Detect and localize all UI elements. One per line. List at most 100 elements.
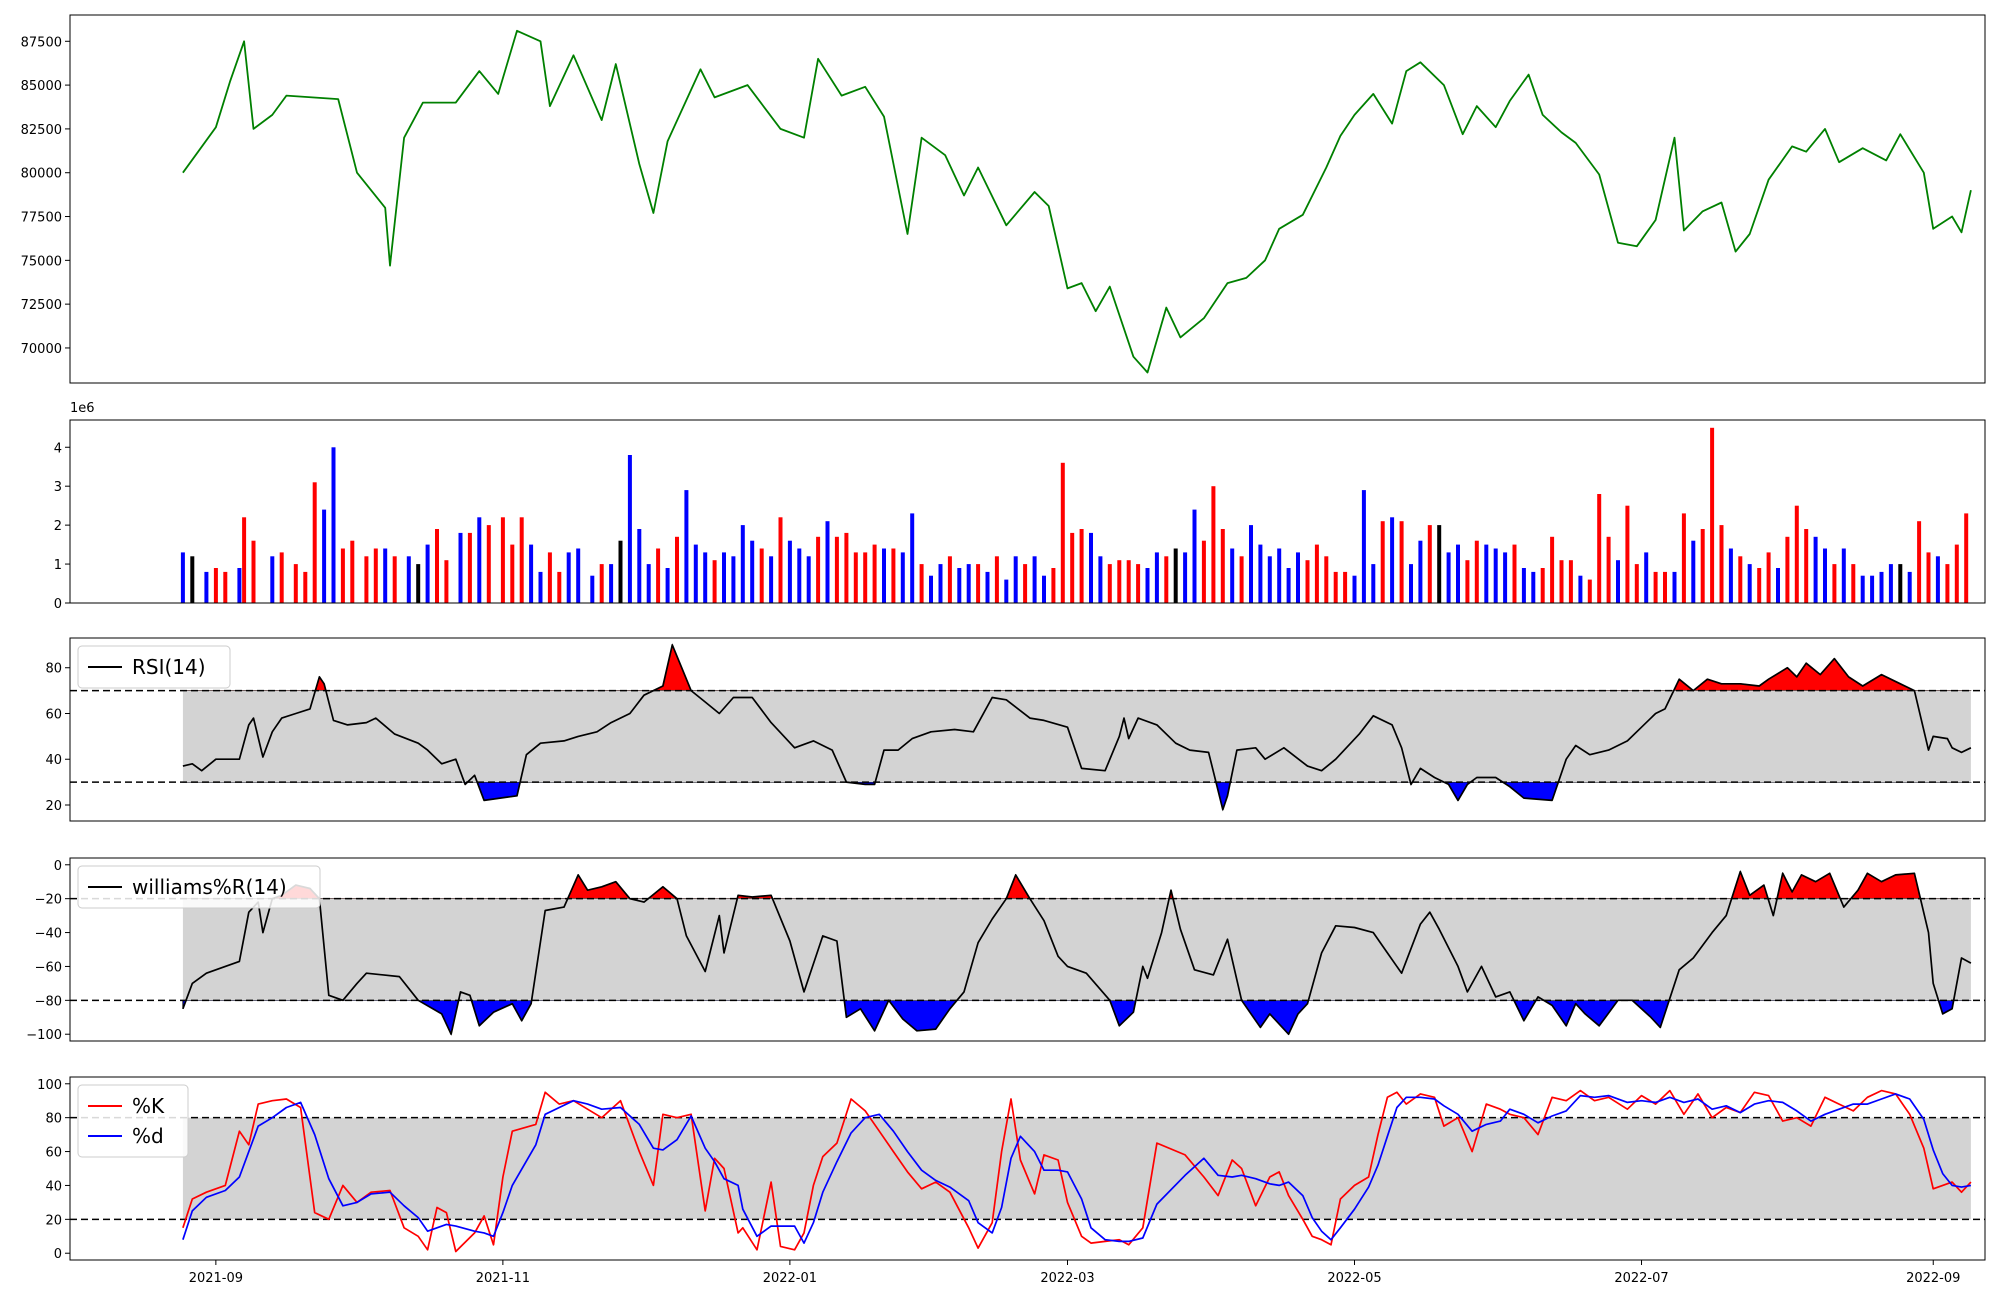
price-y-tick-label: 85000 xyxy=(21,79,62,94)
price-y-tick-label: 70000 xyxy=(21,342,62,357)
stochastic-legend-label: %d xyxy=(132,1124,164,1148)
williams-y-tick-label: −20 xyxy=(35,893,62,908)
stochastic-axes: 0 20 40 60 80 100 xyxy=(37,1078,70,1262)
volume-bar xyxy=(1860,575,1865,603)
volume-bar xyxy=(1503,552,1508,603)
volume-bar xyxy=(872,544,877,603)
volume-bar xyxy=(1757,568,1762,603)
williams-band-fill xyxy=(182,898,1971,1001)
volume-bar xyxy=(1399,521,1404,603)
volume-bar xyxy=(500,517,505,603)
volume-bar xyxy=(731,556,736,603)
x-tick-label: 2022-07 xyxy=(1614,1271,1668,1286)
volume-bar xyxy=(787,540,792,603)
volume-bar xyxy=(1004,579,1009,603)
price-y-tick-label: 87500 xyxy=(21,35,62,50)
rsi-y-tick-label: 20 xyxy=(45,799,62,814)
volume-bar xyxy=(797,548,802,603)
volume-bar xyxy=(1409,564,1413,603)
volume-axes: 0 1 2 3 4 xyxy=(54,441,70,612)
rsi-axes: 20 40 60 80 xyxy=(45,662,70,814)
volume-bar xyxy=(1578,575,1583,603)
volume-bar xyxy=(322,509,327,603)
price-y-tick-label: 75000 xyxy=(21,254,62,269)
volume-bar xyxy=(242,517,247,603)
volume-bar xyxy=(1597,494,1602,603)
volume-bar xyxy=(1681,513,1686,603)
volume-bar xyxy=(477,517,482,603)
rsi-y-tick-label: 60 xyxy=(45,707,62,722)
volume-bar xyxy=(1060,462,1065,603)
volume-bar xyxy=(190,556,195,603)
volume-bar xyxy=(1663,571,1667,603)
volume-bar xyxy=(213,568,218,603)
volume-bar xyxy=(1917,521,1922,603)
volume-bar xyxy=(722,552,726,603)
price-y-tick-label: 77500 xyxy=(21,211,62,226)
volume-bar xyxy=(1437,525,1442,603)
volume-bar xyxy=(1013,556,1018,603)
volume-y-tick-label: 0 xyxy=(54,597,62,612)
rsi-legend-label: RSI(14) xyxy=(132,655,206,679)
volume-bar xyxy=(486,525,491,603)
volume-bar xyxy=(1625,505,1630,603)
volume-bar xyxy=(957,568,962,603)
volume-bar xyxy=(1220,529,1225,603)
volume-bar xyxy=(929,575,933,603)
stochastic-legend: %K %d xyxy=(77,1084,189,1158)
volume-bar xyxy=(1823,548,1827,603)
volume-bar xyxy=(590,575,595,603)
volume-bar xyxy=(609,564,614,603)
volume-bar xyxy=(350,540,355,603)
rsi-legend-box xyxy=(77,645,231,689)
volume-bar xyxy=(900,552,905,603)
volume-bar xyxy=(566,552,571,603)
volume-bar xyxy=(510,544,515,603)
volume-bar xyxy=(1587,579,1592,603)
volume-bar xyxy=(538,571,543,603)
volume-bar xyxy=(425,544,430,603)
volume-y-tick-label: 3 xyxy=(54,480,62,495)
volume-bar xyxy=(1371,564,1376,603)
volume-bar xyxy=(910,513,915,603)
volume-bar xyxy=(406,556,411,603)
volume-y-tick-label: 1 xyxy=(54,558,62,573)
volume-bar xyxy=(618,540,623,603)
volume-bar xyxy=(806,556,811,603)
volume-bar xyxy=(519,517,524,603)
volume-bar xyxy=(364,556,369,603)
volume-bar xyxy=(891,548,896,603)
volume-bar xyxy=(1832,564,1837,603)
volume-bar xyxy=(994,556,999,603)
volume-bar xyxy=(1456,544,1460,603)
volume-bar xyxy=(1173,548,1178,603)
volume-bar xyxy=(1051,568,1056,603)
x-tick-label: 2021-09 xyxy=(189,1271,243,1286)
x-tick-label: 2022-09 xyxy=(1906,1271,1960,1286)
volume-bar xyxy=(656,548,661,603)
volume-bar xyxy=(646,564,651,603)
x-tick-label: 2022-05 xyxy=(1327,1271,1381,1286)
volume-frame xyxy=(69,419,1986,604)
volume-bar xyxy=(392,556,397,603)
volume-bar xyxy=(1465,560,1470,603)
volume-bar xyxy=(675,536,679,603)
williams-frame xyxy=(69,857,1986,1042)
stochastic-y-tick-label: 80 xyxy=(45,1112,62,1127)
volume-bar xyxy=(882,548,886,603)
stochastic-series-line-1 xyxy=(182,1093,1972,1244)
volume-bar xyxy=(1785,536,1790,603)
volume-bar xyxy=(1794,505,1799,603)
volume-bar xyxy=(340,548,345,603)
volume-bar xyxy=(1888,564,1893,603)
volume-bar xyxy=(416,564,421,603)
volume-bar xyxy=(373,548,378,603)
volume-bar xyxy=(1333,571,1338,603)
volume-bar xyxy=(1145,568,1150,603)
stochastic-series-line-0 xyxy=(182,1089,1972,1253)
volume-bar xyxy=(947,556,952,603)
volume-bar xyxy=(637,529,642,603)
volume-bar xyxy=(1107,564,1112,603)
volume-bar xyxy=(1559,560,1564,603)
volume-bar xyxy=(1042,575,1046,603)
